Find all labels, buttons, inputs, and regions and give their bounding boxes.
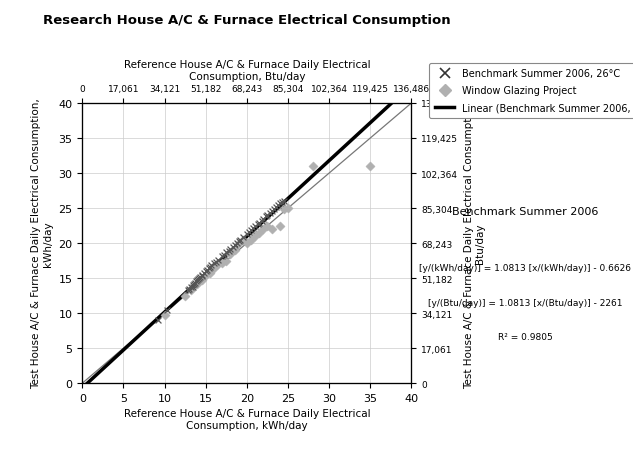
Point xyxy=(201,272,211,279)
Point xyxy=(190,280,200,287)
Point xyxy=(193,276,203,283)
Legend: Benchmark Summer 2006, 26°C, Window Glazing Project, Linear (Benchmark Summer 20: Benchmark Summer 2006, 26°C, Window Glaz… xyxy=(429,64,633,119)
Point xyxy=(258,216,268,223)
Point xyxy=(211,259,221,266)
Point xyxy=(182,287,192,294)
Point xyxy=(184,285,194,293)
Point xyxy=(235,236,246,244)
X-axis label: Reference House A/C & Furnace Daily Electrical
Consumption, Btu/day: Reference House A/C & Furnace Daily Elec… xyxy=(123,60,370,82)
Point xyxy=(266,208,277,215)
Point xyxy=(209,260,219,267)
Point xyxy=(275,200,285,207)
Point xyxy=(187,283,197,290)
Point xyxy=(196,273,206,280)
Point xyxy=(213,261,223,268)
Point xyxy=(262,212,272,219)
Point xyxy=(229,242,239,249)
Point xyxy=(225,245,235,253)
Point xyxy=(244,229,254,236)
Point xyxy=(189,281,199,288)
Point xyxy=(196,277,206,284)
Point xyxy=(253,221,263,228)
Point xyxy=(228,244,238,251)
Point xyxy=(221,258,231,265)
Point xyxy=(242,231,252,238)
Point xyxy=(246,227,256,234)
Point xyxy=(262,222,272,230)
Point xyxy=(273,202,283,209)
Point xyxy=(219,252,229,259)
Point xyxy=(283,205,293,212)
Point xyxy=(195,274,205,281)
Point xyxy=(254,220,264,227)
Point xyxy=(188,282,198,289)
Point xyxy=(217,259,227,267)
Point xyxy=(237,236,248,244)
Point xyxy=(197,272,208,279)
Point xyxy=(191,278,201,285)
Text: Research House A/C & Furnace Electrical Consumption: Research House A/C & Furnace Electrical … xyxy=(43,14,451,27)
Point xyxy=(221,249,231,256)
Point xyxy=(204,264,215,271)
Point xyxy=(256,217,266,225)
Point xyxy=(279,207,289,214)
Point xyxy=(250,233,260,240)
Point xyxy=(234,238,244,245)
Point xyxy=(192,281,203,288)
Point xyxy=(232,240,242,247)
Point xyxy=(365,163,375,170)
Point xyxy=(186,284,196,291)
Point xyxy=(203,267,213,274)
Point xyxy=(248,225,258,232)
Point xyxy=(270,204,280,212)
Point xyxy=(242,240,252,247)
Point xyxy=(269,206,279,213)
Point xyxy=(254,230,264,237)
Point xyxy=(206,262,216,270)
Point xyxy=(223,248,234,255)
Point xyxy=(160,311,170,318)
Point xyxy=(153,317,163,324)
X-axis label: Reference House A/C & Furnace Daily Electrical
Consumption, kWh/day: Reference House A/C & Furnace Daily Elec… xyxy=(123,409,370,430)
Y-axis label: Test House A/C & Furnace Daily Electrical Consumption,
Btu/day: Test House A/C & Furnace Daily Electrica… xyxy=(464,98,486,389)
Point xyxy=(229,247,239,254)
Point xyxy=(199,269,209,276)
Text: [y/(kWh/day)] = 1.0813 [x/(kWh/day)] - 0.6626: [y/(kWh/day)] = 1.0813 [x/(kWh/day)] - 0… xyxy=(420,263,631,272)
Point xyxy=(237,235,248,242)
Point xyxy=(209,264,219,272)
Point xyxy=(204,269,215,276)
Point xyxy=(261,213,271,221)
Point xyxy=(265,210,275,217)
Point xyxy=(234,240,244,247)
Y-axis label: Test House A/C & Furnace Daily Electrical Consumption,
kWh/day: Test House A/C & Furnace Daily Electrica… xyxy=(31,98,53,389)
Point xyxy=(204,265,214,272)
Text: [y/(Btu/day)] = 1.0813 [x/(Btu/day)] - 2261: [y/(Btu/day)] = 1.0813 [x/(Btu/day)] - 2… xyxy=(428,298,623,307)
Point xyxy=(186,287,196,294)
Point xyxy=(250,223,260,230)
Point xyxy=(246,236,256,244)
Point xyxy=(194,275,204,282)
Point xyxy=(192,277,203,284)
Point xyxy=(308,163,318,170)
Point xyxy=(213,257,223,264)
Point xyxy=(266,226,277,233)
Point xyxy=(279,198,289,205)
Point xyxy=(217,253,227,260)
Text: Benchmark Summer 2006: Benchmark Summer 2006 xyxy=(452,207,599,217)
Point xyxy=(201,268,211,275)
Point xyxy=(275,222,285,230)
Point xyxy=(277,199,287,207)
Text: R² = 0.9805: R² = 0.9805 xyxy=(498,332,553,341)
Point xyxy=(225,250,235,258)
Point xyxy=(162,306,172,313)
Point xyxy=(258,226,268,233)
Point xyxy=(180,292,190,299)
